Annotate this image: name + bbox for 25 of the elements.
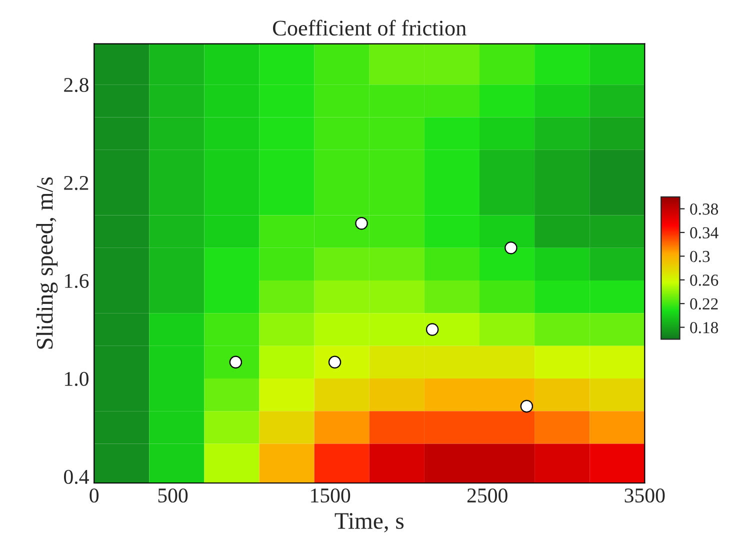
y-tick-label: 2.2 (64, 176, 88, 190)
y-tick-label: 1.0 (65, 372, 88, 386)
x-tick-label: 500 (158, 488, 188, 503)
point (520, 400, 534, 413)
x-tick-label: 3500 (624, 488, 665, 503)
x-tick-label: 0 (90, 488, 99, 503)
color-bar-label: 0.26 (690, 274, 718, 286)
point (426, 323, 439, 336)
point (504, 242, 518, 254)
point (328, 356, 342, 369)
y-tick-label: 0.4 (64, 470, 89, 484)
point (229, 356, 242, 369)
point (355, 217, 368, 230)
chart-title: Coefficient of friction (273, 20, 466, 36)
y-axis-title: Sliding speed, m/s (36, 177, 58, 349)
color-bar-label: 0.34 (690, 227, 718, 238)
y-tick-label: 2.8 (64, 78, 88, 92)
color-bar-label: 0.18 (690, 322, 718, 334)
y-tick-label: 1.6 (65, 274, 89, 288)
color-bar-label: 0.3 (690, 250, 710, 262)
color-bar-label: 0.22 (690, 298, 718, 310)
x-tick-label: 1500 (311, 488, 350, 503)
x-tick-label: 2500 (467, 488, 508, 503)
x-axis-title: Time, s (334, 513, 404, 532)
color-bar-label: 0.38 (690, 203, 718, 215)
